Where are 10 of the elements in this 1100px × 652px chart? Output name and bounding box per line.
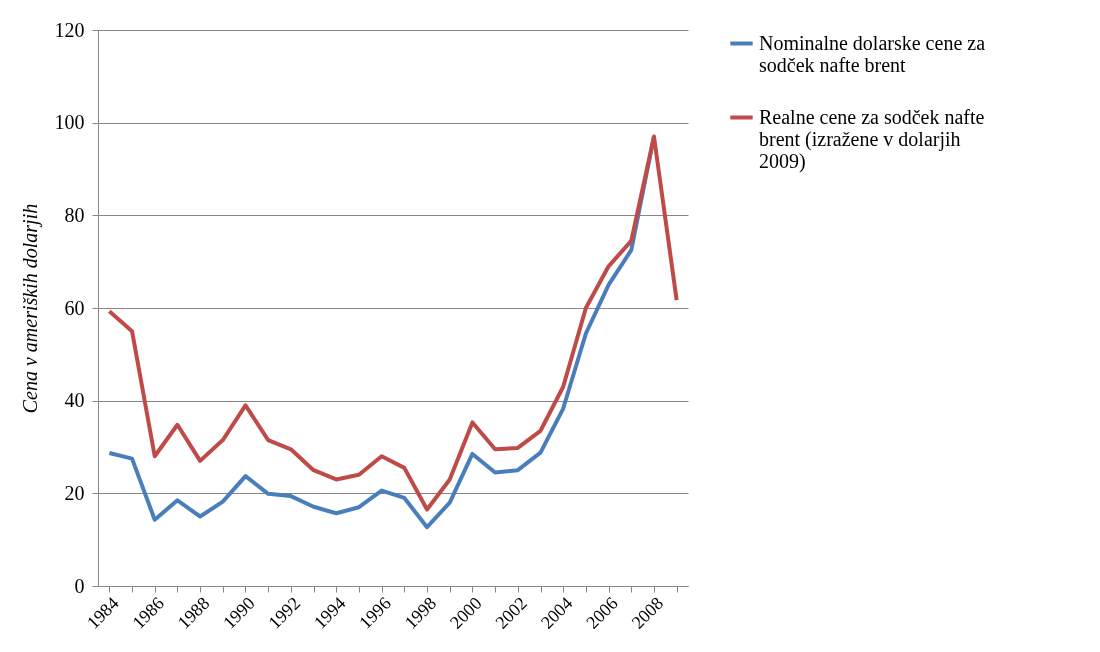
y-tick-label: 120	[54, 18, 85, 41]
y-tick-label: 80	[64, 203, 85, 226]
y-tick-label: 40	[64, 389, 85, 412]
legend-label: Realne cene za sodček nafte brent (izražene v dolarjih 2009)	[759, 105, 985, 173]
legend-label: Nominalne dolarske cene za sodček nafte brent	[759, 31, 986, 76]
y-tick-label: 100	[54, 111, 85, 134]
y-axis-title: Cena v ameriških dolarjih	[18, 203, 42, 414]
y-tick-label: 20	[64, 481, 85, 504]
y-tick-label: 60	[64, 296, 85, 319]
y-tick-label: 0	[74, 574, 85, 597]
